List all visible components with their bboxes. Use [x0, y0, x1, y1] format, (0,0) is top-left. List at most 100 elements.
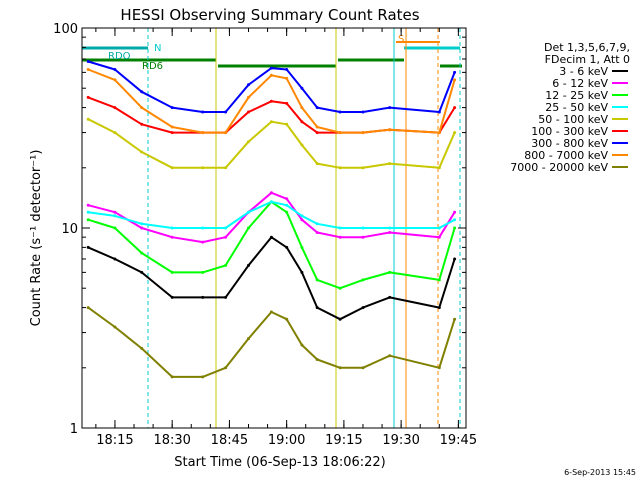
- series-3-point-1: [113, 214, 117, 218]
- series-7-point-3: [170, 125, 174, 129]
- date-stamp: 6-Sep-2013 15:45: [564, 468, 636, 477]
- legend-entry-label-2: 12 - 25 keV: [545, 89, 608, 102]
- flag-label-rd6: RD6: [142, 61, 163, 72]
- series-2-point-10: [315, 278, 319, 282]
- series-6-point-10: [315, 106, 319, 110]
- series-7-point-13: [388, 128, 392, 132]
- series-2-point-6: [247, 226, 250, 230]
- series-0-point-2: [140, 270, 144, 274]
- series-line-6: [87, 60, 456, 113]
- y-tick-label-1: 10: [61, 222, 78, 237]
- series-0-point-11: [338, 317, 342, 321]
- y-tick-label-2: 100: [53, 22, 78, 37]
- series-7-point-11: [338, 131, 342, 135]
- series-3-point-7: [269, 200, 273, 204]
- series-6-point-5: [224, 110, 228, 114]
- series-8-point-10: [315, 358, 319, 361]
- x-tick-label-4: 19:15: [325, 433, 362, 448]
- series-4-point-2: [140, 150, 144, 154]
- series-0-point-9: [300, 270, 304, 274]
- series-4-point-5: [224, 166, 228, 170]
- series-7-point-0: [86, 68, 90, 71]
- series-1-point-13: [388, 231, 392, 234]
- series-2-point-9: [300, 245, 304, 249]
- x-tick-label-0: 18:15: [96, 433, 133, 448]
- series-2-point-13: [388, 270, 392, 274]
- series-6-point-14: [437, 110, 441, 114]
- y-tick-label-0: 1: [70, 422, 78, 437]
- legend-entry-label-4: 50 - 100 keV: [538, 113, 608, 126]
- series-4-point-1: [113, 131, 117, 135]
- series-2-point-12: [361, 278, 365, 282]
- series-3-point-2: [140, 222, 144, 226]
- series-line-3: [88, 200, 456, 229]
- series-6-point-11: [338, 110, 342, 114]
- series-7-point-10: [315, 125, 319, 129]
- legend-entry-label-7: 800 - 7000 keV: [524, 149, 608, 162]
- series-4-point-3: [170, 166, 174, 170]
- series-8-point-14: [437, 366, 441, 370]
- series-4-point-4: [201, 166, 205, 170]
- series-7-point-6: [247, 95, 250, 99]
- series-0-point-8: [285, 245, 289, 249]
- series-4-point-7: [269, 120, 273, 124]
- series-8-point-5: [224, 366, 228, 370]
- flag-label-rdo: RDO: [108, 51, 131, 62]
- series-1-point-1: [113, 210, 117, 214]
- series-0-point-3: [170, 295, 174, 299]
- x-tick-label-1: 18:30: [153, 433, 190, 448]
- series-8-point-1: [113, 325, 117, 329]
- series-3-point-14: [437, 226, 441, 230]
- legend: Det 1,3,5,6,7,9,FDecim 1, Att 03 - 6 keV…: [510, 41, 630, 174]
- series-8-point-13: [388, 354, 392, 358]
- y-axis-label: Count Rate (s⁻¹ detector⁻¹): [29, 150, 44, 327]
- series-1-point-12: [361, 235, 365, 239]
- series-2-point-1: [113, 226, 117, 230]
- series-4-point-10: [315, 162, 319, 166]
- series-8-point-12: [361, 366, 365, 370]
- series-0-point-14: [437, 306, 441, 310]
- series-7-point-8: [285, 76, 289, 80]
- series-1-point-0: [86, 203, 90, 207]
- series-6-point-12: [361, 110, 365, 114]
- series-7-point-15: [453, 78, 457, 82]
- series-8-point-9: [300, 343, 304, 347]
- series-0-point-10: [315, 306, 319, 310]
- series-4-point-14: [437, 166, 441, 170]
- series-1-point-2: [140, 226, 144, 230]
- series-5-point-7: [269, 99, 273, 103]
- series-8-point-6: [247, 337, 250, 341]
- x-axis-label: Start Time (06-Sep-13 18:06:22): [174, 455, 385, 470]
- legend-entry-label-5: 100 - 300 keV: [531, 125, 608, 138]
- series-4-point-8: [285, 122, 289, 126]
- series-2-point-5: [224, 263, 228, 267]
- series-line-7: [87, 68, 456, 134]
- series-2-point-3: [170, 270, 174, 274]
- series-line-4: [87, 118, 456, 169]
- series-0-point-15: [453, 257, 457, 261]
- series-6-point-13: [388, 106, 392, 110]
- series-2-point-15: [453, 226, 457, 230]
- series-0-point-12: [361, 306, 365, 310]
- series-4-point-9: [300, 143, 304, 147]
- series-8-point-3: [170, 375, 174, 379]
- series-1-point-10: [315, 231, 319, 234]
- series-line-1: [87, 191, 456, 244]
- series-6-point-9: [300, 86, 304, 90]
- series-8-point-15: [453, 317, 457, 321]
- legend-header-1: FDecim 1, Att 0: [545, 53, 630, 66]
- x-tick-label-6: 19:45: [440, 433, 477, 448]
- series-0-point-0: [86, 245, 90, 249]
- series-1-point-7: [269, 191, 273, 195]
- series-7-point-7: [269, 73, 273, 77]
- series-line-2: [87, 200, 456, 290]
- series-1-point-4: [201, 240, 205, 244]
- series-8-point-8: [285, 317, 289, 321]
- series-7-point-12: [361, 131, 365, 135]
- series-7-point-4: [201, 131, 205, 135]
- series-7-point-2: [140, 106, 144, 110]
- series-7-point-9: [300, 106, 304, 110]
- series-0-point-4: [201, 295, 205, 299]
- series-5-point-2: [140, 122, 144, 126]
